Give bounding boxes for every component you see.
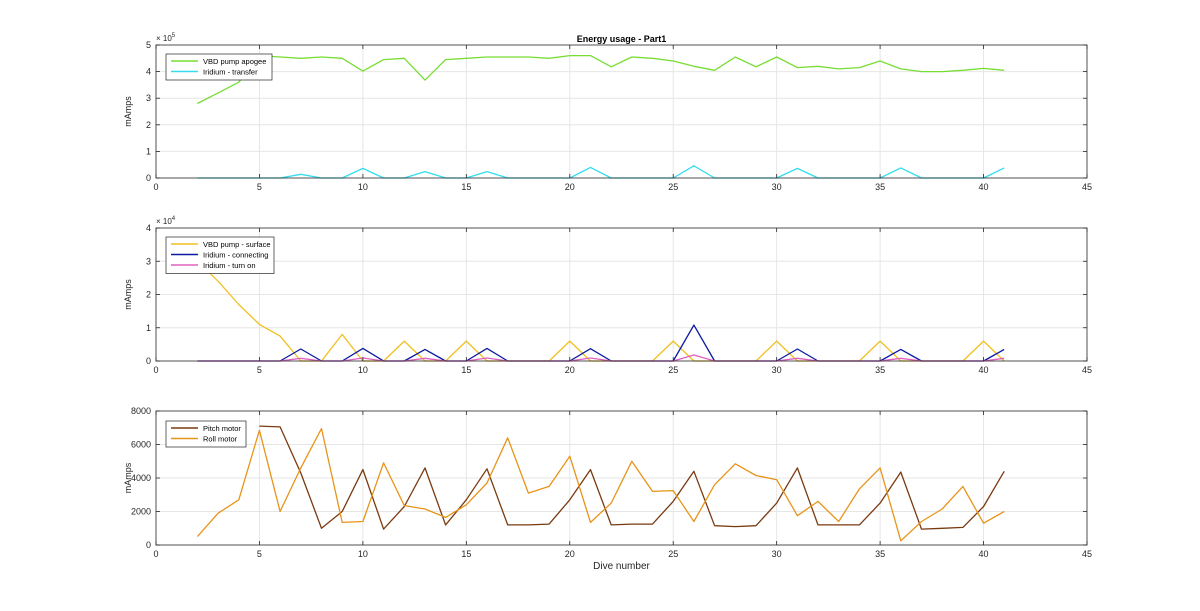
y-tick-label: 4000 xyxy=(131,473,151,483)
x-tick-label: 45 xyxy=(1082,182,1092,192)
chart-panel-2: 0 5 10 15 20 25 30 35 40 45 0 1 2 3 4 × 104 mAmps VBD pum… xyxy=(123,216,1092,375)
legend-label: VBD pump apogee xyxy=(203,57,266,66)
y-tick-label: 4 xyxy=(146,67,151,77)
x-tick-label: 15 xyxy=(461,365,471,375)
x-tick-label: 40 xyxy=(979,365,989,375)
x-tick-label: 25 xyxy=(668,365,678,375)
legend-box xyxy=(165,53,273,81)
x-tick-label: 10 xyxy=(358,182,368,192)
x-tick-label: 45 xyxy=(1082,549,1092,559)
y-tick-label: 8000 xyxy=(131,406,151,416)
x-tick-label: 25 xyxy=(668,549,678,559)
legend-label: Iridium - turn on xyxy=(203,261,256,270)
x-tick-label: 5 xyxy=(257,365,262,375)
legend: Pitch motor Roll motor xyxy=(165,420,247,448)
series-line-roll-motor xyxy=(196,427,1005,542)
x-tick-label: 15 xyxy=(461,549,471,559)
legend-label: Iridium - connecting xyxy=(203,251,268,260)
y-tick-label: 3 xyxy=(146,93,151,103)
plot-area xyxy=(156,45,1087,178)
legend-box xyxy=(165,420,247,448)
y-axis-label: mAmps xyxy=(123,462,133,493)
x-tick-label: 45 xyxy=(1082,365,1092,375)
x-tick-label: 40 xyxy=(979,182,989,192)
y-tick-label: 1 xyxy=(146,323,151,333)
x-tick-label: 0 xyxy=(153,549,158,559)
x-tick-label: 40 xyxy=(979,549,989,559)
axes-box xyxy=(155,44,1088,179)
x-tick-label: 5 xyxy=(257,182,262,192)
x-tick-label: 25 xyxy=(668,182,678,192)
legend-label: Iridium - transfer xyxy=(203,68,258,77)
y-tick-label: 5 xyxy=(146,40,151,50)
y-tick-label: 0 xyxy=(146,540,151,550)
y-tick-label: 6000 xyxy=(131,440,151,450)
y-axis-label: mAmps xyxy=(123,279,133,310)
chart-title: Energy usage - Part1 xyxy=(577,34,667,44)
x-tick-label: 20 xyxy=(565,365,575,375)
y-tick-label: 2 xyxy=(146,290,151,300)
legend-label: VBD pump - surface xyxy=(203,240,271,249)
series-line-vbd-pump-apogee xyxy=(197,54,1005,105)
x-tick-label: 0 xyxy=(153,365,158,375)
y-tick-label: 3 xyxy=(146,256,151,266)
x-tick-label: 15 xyxy=(461,182,471,192)
legend-label: Roll motor xyxy=(203,435,238,444)
y-tick-label: 2 xyxy=(146,120,151,130)
chart-panel-3: 0 5 10 15 20 25 30 35 40 45 0 2000 4000 6000 8000 mAmps… xyxy=(123,406,1092,572)
x-tick-label: 20 xyxy=(565,549,575,559)
y-exponent-label: × 104 xyxy=(156,216,176,226)
x-tick-label: 0 xyxy=(153,182,158,192)
x-axis-label: Dive number xyxy=(593,561,650,572)
y-exponent-label: × 105 xyxy=(156,33,176,43)
x-tick-label: 35 xyxy=(875,182,885,192)
y-tick-label: 2000 xyxy=(131,507,151,517)
x-tick-label: 35 xyxy=(875,365,885,375)
x-tick-label: 30 xyxy=(772,365,782,375)
y-axis-label: mAmps xyxy=(123,96,133,127)
x-tick-label: 35 xyxy=(875,549,885,559)
x-tick-label: 30 xyxy=(772,182,782,192)
x-tick-label: 5 xyxy=(257,549,262,559)
x-tick-label: 10 xyxy=(358,549,368,559)
x-tick-label: 20 xyxy=(565,182,575,192)
y-tick-label: 0 xyxy=(146,356,151,366)
legend-label: Pitch motor xyxy=(203,424,241,433)
x-tick-label: 30 xyxy=(772,549,782,559)
y-tick-label: 4 xyxy=(146,223,151,233)
y-tick-label: 0 xyxy=(146,173,151,183)
x-tick-label: 10 xyxy=(358,365,368,375)
series-line-pitch-motor xyxy=(259,425,1005,530)
legend: VBD pump - surface Iridium - connectingIr… xyxy=(165,236,275,274)
legend: VBD pump apogee Iridium - transfer xyxy=(165,53,273,81)
y-tick-label: 1 xyxy=(146,146,151,156)
